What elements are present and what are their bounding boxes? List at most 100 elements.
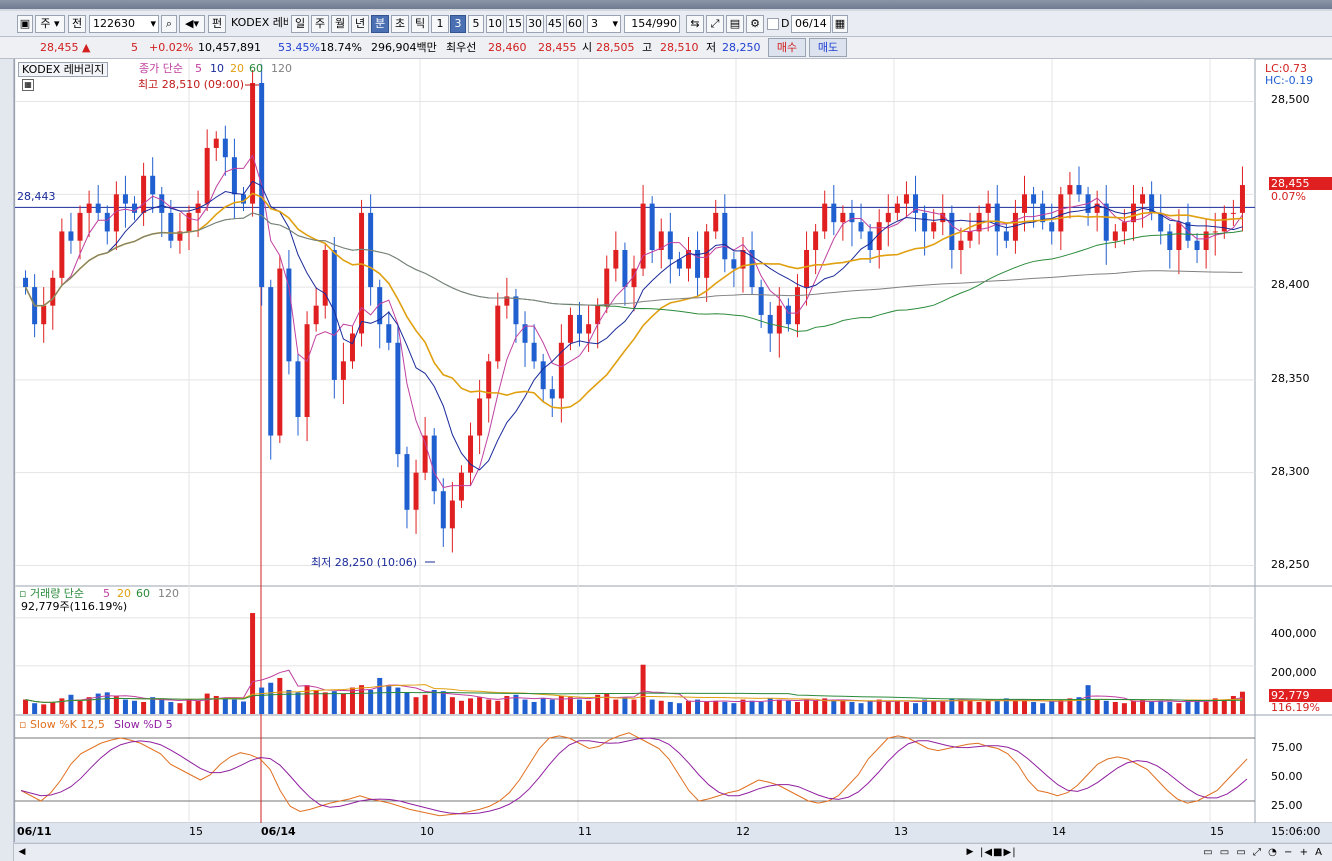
period-day[interactable]: 일 bbox=[291, 15, 309, 33]
period-month[interactable]: 월 bbox=[331, 15, 349, 33]
interval-30[interactable]: 30 bbox=[526, 15, 544, 33]
ref-price-label: 28,443 bbox=[17, 190, 56, 203]
chart-settings-icon[interactable]: ▣ bbox=[17, 15, 33, 33]
scroll-right-icon[interactable]: ▶ bbox=[966, 847, 974, 857]
candle-body bbox=[213, 138, 219, 148]
period-year[interactable]: 년 bbox=[351, 15, 369, 33]
x-label-14: 14 bbox=[1052, 825, 1066, 838]
volume-bar bbox=[622, 697, 628, 714]
interval-1[interactable]: 1 bbox=[431, 15, 449, 33]
chart-canvas[interactable] bbox=[15, 59, 1332, 842]
volume-tick-400000: 400,000 bbox=[1271, 627, 1317, 640]
count-total: /990 bbox=[652, 17, 677, 30]
candle-body bbox=[931, 222, 937, 232]
stock-name: KODEX 레버 bbox=[231, 16, 288, 29]
sell-button[interactable]: 매도 bbox=[809, 38, 847, 57]
count-value: 154 bbox=[631, 17, 653, 30]
volume-bar bbox=[268, 682, 274, 714]
save-icon[interactable]: ▤ bbox=[726, 15, 744, 33]
interval-15[interactable]: 15 bbox=[506, 15, 524, 33]
volume-bar bbox=[767, 698, 773, 714]
candle-body bbox=[168, 212, 174, 241]
playback-controls[interactable]: |◀■▶| bbox=[980, 847, 1017, 858]
code-input[interactable]: 122630 ▾ bbox=[89, 15, 159, 33]
period-tick[interactable]: 틱 bbox=[411, 15, 429, 33]
volume-bar bbox=[613, 699, 619, 714]
speaker-icon[interactable]: ◀▾ bbox=[179, 15, 205, 33]
volume-bar bbox=[695, 699, 701, 714]
candle-body bbox=[1230, 212, 1236, 214]
volume-bar bbox=[50, 701, 56, 714]
chevron-down-icon: ▾ bbox=[612, 17, 618, 30]
volume-bar bbox=[858, 703, 864, 714]
candle-body bbox=[50, 277, 56, 306]
table-toggle-icon[interactable]: ▦ bbox=[22, 79, 34, 91]
period-second[interactable]: 초 bbox=[391, 15, 409, 33]
buy-button[interactable]: 매수 bbox=[768, 38, 806, 57]
volume-bar bbox=[1185, 699, 1191, 714]
candle-body bbox=[867, 231, 873, 250]
stoch-tick-75: 75.00 bbox=[1271, 741, 1303, 754]
stoch-tick-25: 25.00 bbox=[1271, 799, 1303, 812]
interval-60[interactable]: 60 bbox=[566, 15, 584, 33]
time-label: 15:06:00 bbox=[1271, 825, 1321, 838]
date-input[interactable]: 06/14 bbox=[791, 15, 831, 33]
candle-body bbox=[59, 231, 65, 278]
volume-legend-label: ▫ 거래량 단순 bbox=[19, 587, 85, 600]
volume-bar bbox=[395, 687, 401, 714]
calendar-icon[interactable]: ▦ bbox=[832, 15, 848, 33]
candle-body bbox=[204, 147, 210, 204]
volume-bar bbox=[231, 699, 237, 714]
candle-body bbox=[595, 305, 601, 325]
interval-10[interactable]: 10 bbox=[486, 15, 504, 33]
volume-bar bbox=[1094, 699, 1100, 714]
chart-scrollbar[interactable]: ◀ ▶ |◀■▶| ▭ ▭ ▭ ⤢ ◔ − + A bbox=[14, 843, 1332, 861]
volume-bar bbox=[722, 701, 728, 714]
candle-body bbox=[322, 250, 328, 306]
volume-bar bbox=[794, 701, 800, 714]
period-week[interactable]: 주 bbox=[311, 15, 329, 33]
chart-area[interactable]: KODEX 레버리지 종가 단순 5 10 20 60 120 ▦ 최고 28,… bbox=[14, 59, 1332, 842]
date-checkbox[interactable] bbox=[767, 18, 779, 30]
scroll-lock-icon[interactable]: ⇆ bbox=[686, 15, 704, 33]
volume-bar bbox=[704, 701, 710, 714]
candle-body bbox=[740, 250, 746, 269]
scroll-left-icon[interactable]: ◀ bbox=[18, 847, 26, 857]
candle-body bbox=[1058, 194, 1064, 232]
interval-3[interactable]: 3 bbox=[450, 15, 466, 33]
volume-bar bbox=[213, 695, 219, 714]
period-minute[interactable]: 분 bbox=[371, 15, 389, 33]
period-select[interactable]: 주 ▾ bbox=[35, 15, 65, 33]
stoch-tick-50: 50.00 bbox=[1271, 770, 1303, 783]
interval-45[interactable]: 45 bbox=[546, 15, 564, 33]
interval-5[interactable]: 5 bbox=[468, 15, 484, 33]
zoom-icon[interactable]: ⤢ bbox=[706, 15, 724, 33]
candle-body bbox=[577, 314, 583, 334]
volume-bar bbox=[913, 703, 919, 714]
candle-body bbox=[785, 305, 791, 325]
prev-button[interactable]: 전 bbox=[68, 15, 86, 33]
volume-bar bbox=[1003, 698, 1009, 714]
candle-body bbox=[77, 212, 83, 241]
volume-bar bbox=[749, 700, 755, 714]
interval-select[interactable]: 3 ▾ bbox=[587, 15, 621, 33]
gear-icon[interactable]: ⚙ bbox=[746, 15, 764, 33]
search-icon[interactable]: ⌕ bbox=[161, 15, 177, 33]
stoch-k-legend: ▫ Slow %K 12,5 bbox=[19, 718, 105, 731]
zoom-controls[interactable]: ▭ ▭ ▭ ⤢ ◔ − + A bbox=[1203, 847, 1324, 858]
volume-bar bbox=[349, 687, 355, 714]
candle-body bbox=[794, 287, 800, 325]
candle-body bbox=[422, 435, 428, 473]
candle-body bbox=[1012, 212, 1018, 241]
volume-bar bbox=[368, 689, 374, 714]
volume-bar bbox=[567, 697, 573, 714]
volume-bar bbox=[740, 699, 746, 714]
count-input[interactable]: 154/990 bbox=[624, 15, 680, 33]
candle-body bbox=[377, 287, 383, 325]
fund-button[interactable]: 펀 bbox=[208, 15, 226, 33]
candle-body bbox=[95, 203, 101, 213]
candle-body bbox=[150, 175, 156, 195]
candle-body bbox=[141, 175, 147, 213]
price-tick-28350: 28,350 bbox=[1271, 372, 1310, 385]
low-annotation: 최저 28,250 (10:06) bbox=[311, 556, 418, 569]
